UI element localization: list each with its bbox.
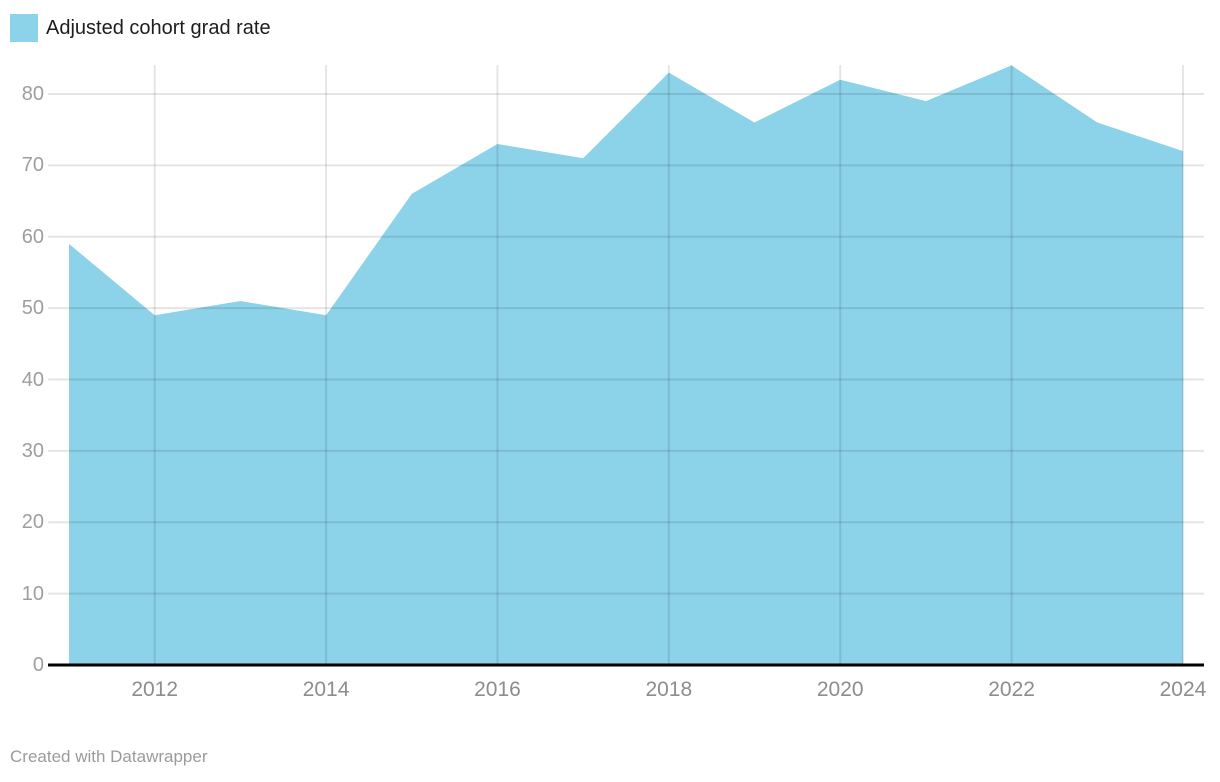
- x-tick-label: 2016: [474, 678, 521, 701]
- y-tick-label: 10: [21, 582, 44, 605]
- attribution-text: Created with Datawrapper: [10, 747, 208, 766]
- legend-swatch: [10, 14, 38, 42]
- y-tick-label: 70: [21, 154, 44, 177]
- legend: Adjusted cohort grad rate: [10, 14, 271, 42]
- y-tick-label: 20: [21, 511, 44, 534]
- y-tick-label: 40: [21, 368, 44, 391]
- y-tick-label: 0: [32, 654, 44, 676]
- x-tick-label: 2022: [988, 678, 1035, 701]
- x-tick-label: 2020: [816, 678, 864, 701]
- y-tick-label: 30: [21, 439, 44, 462]
- legend-label: Adjusted cohort grad rate: [46, 17, 271, 39]
- y-tick-label: 50: [21, 297, 44, 320]
- x-tick-label: 2018: [645, 678, 693, 701]
- y-tick-label: 60: [21, 225, 44, 248]
- x-tick-label: 2012: [131, 678, 179, 701]
- y-tick-label: 80: [21, 83, 44, 105]
- x-tick-label: 2014: [302, 678, 350, 701]
- x-tick-label: 2024: [1159, 678, 1207, 701]
- series-area: [69, 65, 1183, 665]
